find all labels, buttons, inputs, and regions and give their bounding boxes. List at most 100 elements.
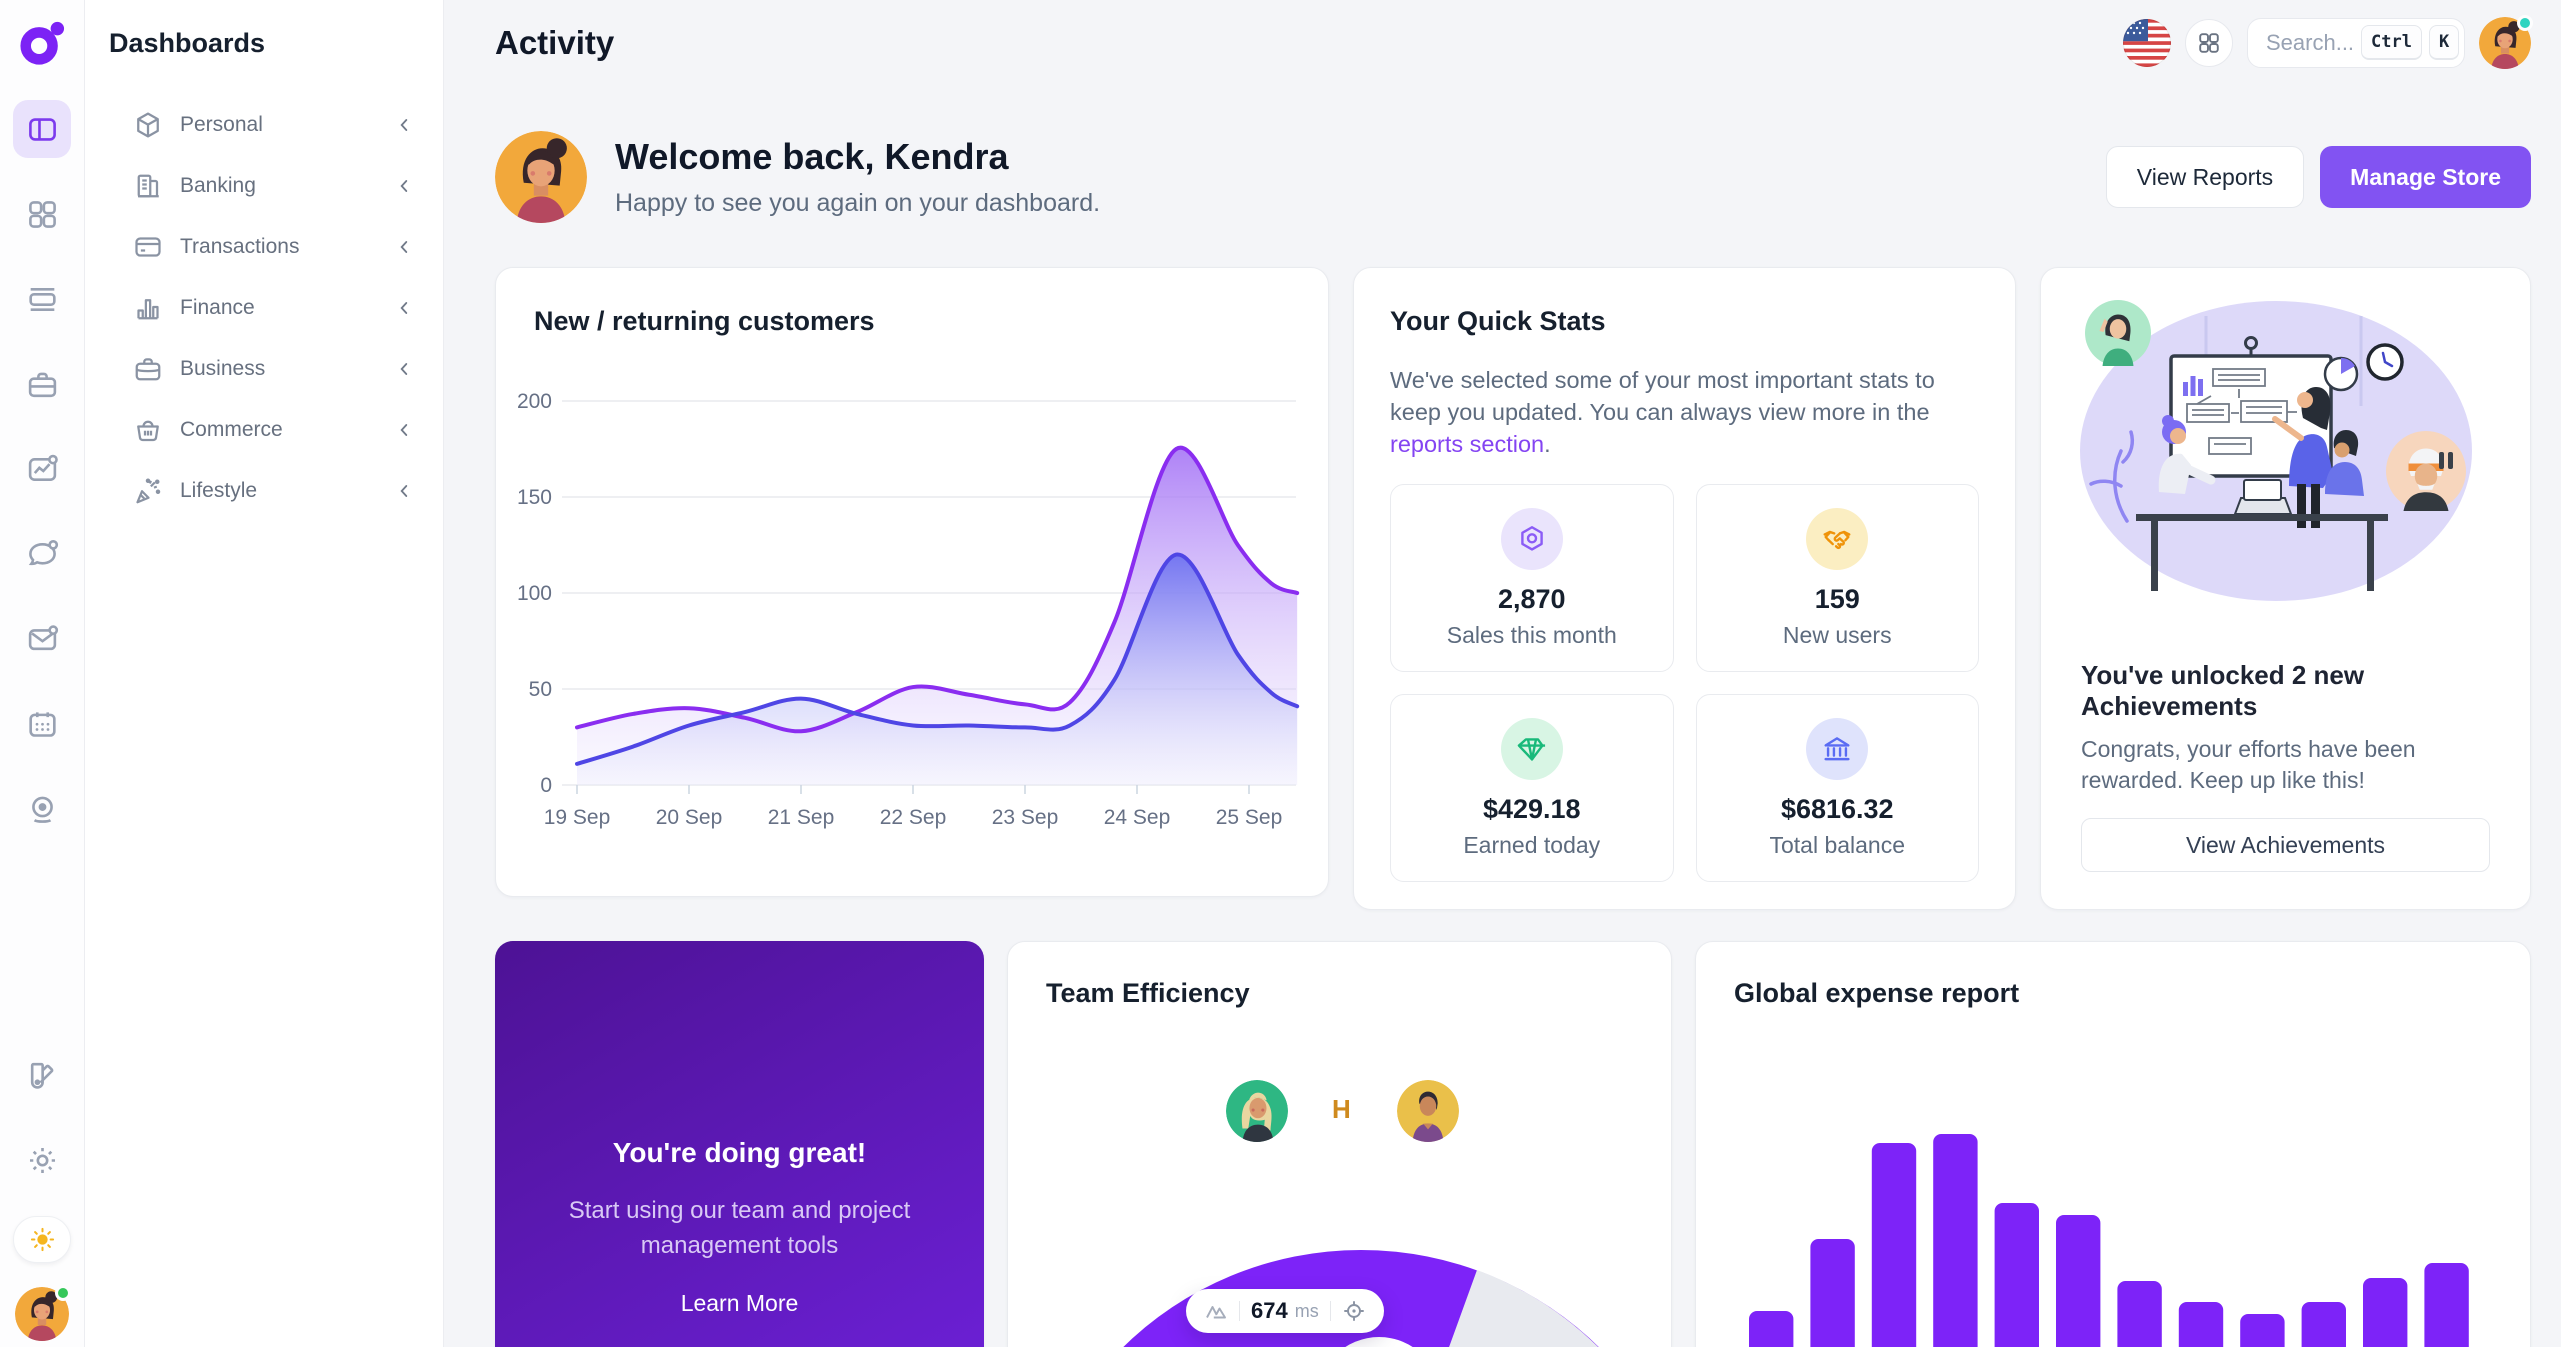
search-placeholder: Search... — [2266, 29, 2355, 55]
stat-icon-wrap — [1806, 717, 1869, 780]
customers-chart-card: New / returning customers 0 50 100 150 200 19… — [495, 267, 1329, 897]
gauge-inner-hole — [1345, 1337, 1413, 1347]
svg-text:21 Sep: 21 Sep — [768, 806, 835, 829]
sidebar-item-label: Finance — [180, 295, 255, 319]
cards-row-1: New / returning customers 0 50 100 150 200 19… — [495, 267, 2531, 910]
stat-value: 159 — [1814, 583, 1860, 614]
description-period: . — [1544, 431, 1551, 457]
quick-stats-card: Your Quick Stats We've selected some of … — [1353, 267, 2016, 910]
search-input[interactable]: Search... Ctrl K — [2247, 17, 2465, 68]
sidebar-item-transactions[interactable]: Transactions — [109, 216, 443, 277]
kbd-ctrl: Ctrl — [2361, 25, 2422, 60]
promo-card: You're doing great! Start using our team… — [495, 941, 984, 1347]
sidebar-title: Dashboards — [109, 28, 266, 58]
rail-theme-toggle[interactable] — [13, 1216, 71, 1263]
stat-label: Sales this month — [1446, 621, 1617, 648]
sidebar-item-finance[interactable]: Finance — [109, 277, 443, 338]
sidebar-item-banking[interactable]: Banking — [109, 155, 443, 216]
rail-calendar-button[interactable] — [13, 695, 71, 753]
svg-text:19 Sep: 19 Sep — [544, 806, 611, 829]
rail-dashboard-button[interactable] — [13, 100, 71, 158]
team-efficiency-title: Team Efficiency — [1046, 978, 1250, 1008]
svg-text:22 Sep: 22 Sep — [880, 806, 947, 829]
sidebar-item-label: Commerce — [180, 417, 283, 441]
chevron-left-icon — [400, 118, 408, 131]
view-achievements-button[interactable]: View Achievements — [2081, 818, 2490, 872]
promo-title: You're doing great! — [612, 1137, 867, 1168]
achievements-body: Congrats, your efforts have been rewarde… — [2081, 736, 2416, 793]
box-icon — [137, 112, 159, 137]
online-status-dot — [55, 1285, 71, 1301]
chevron-left-icon — [400, 240, 408, 253]
stat-icon-wrap — [1500, 717, 1563, 780]
svg-text:150: 150 — [517, 486, 552, 509]
rail-analytics-button[interactable] — [13, 440, 71, 498]
chevron-left-icon — [400, 179, 408, 192]
team-members: H — [1008, 1080, 1672, 1144]
rail-apps-button[interactable] — [13, 185, 71, 243]
team-avatar-blonde[interactable] — [1226, 1080, 1288, 1142]
team-avatar-man[interactable] — [1397, 1080, 1459, 1142]
reports-section-link[interactable]: reports section — [1390, 431, 1545, 457]
learn-more-link[interactable]: Learn More — [680, 1290, 799, 1316]
stat-icon-wrap — [1806, 507, 1869, 570]
confetti-icon — [136, 478, 161, 503]
mountain-icon — [1206, 1306, 1226, 1319]
view-reports-button[interactable]: View Reports — [2105, 146, 2305, 208]
sidebar-item-lifestyle[interactable]: Lifestyle — [109, 460, 443, 521]
cards-row-2: You're doing great! Start using our team… — [495, 941, 2531, 1347]
rail-profile-avatar[interactable] — [15, 1285, 71, 1341]
sidebar-item-business[interactable]: Business — [109, 338, 443, 399]
rail-chat-button[interactable] — [13, 525, 71, 583]
promo-body: Start using our team and project managem… — [568, 1197, 911, 1259]
stat-value: 2,870 — [1497, 583, 1566, 614]
rail-theme-palette-button[interactable] — [13, 1046, 71, 1104]
rail-work-button[interactable] — [13, 355, 71, 413]
sidebar-item-personal[interactable]: Personal — [109, 94, 443, 155]
page-title: Activity — [495, 23, 615, 61]
manage-store-button[interactable]: Manage Store — [2320, 146, 2531, 208]
sidebar: Dashboards Personal Banking Transactions — [85, 0, 444, 1347]
apps-launcher-button[interactable] — [2185, 18, 2233, 67]
building-icon — [137, 174, 159, 197]
credit-card-icon — [135, 236, 161, 257]
svg-text:24 Sep: 24 Sep — [1104, 806, 1171, 829]
rail-webcam-button[interactable] — [13, 780, 71, 838]
chat-bubble-icon — [28, 539, 58, 565]
gauge-empty-slice — [1449, 1270, 1598, 1347]
svg-text:20 Sep: 20 Sep — [656, 806, 723, 829]
bank-icon — [1824, 736, 1850, 760]
main-content: Activity — [444, 0, 2561, 1347]
latency-unit: ms — [1294, 1300, 1319, 1321]
apps-grid-icon — [2199, 32, 2219, 53]
achievements-title: You've unlocked 2 new Achievements — [2081, 660, 2365, 721]
stat-tile-sales: 2,870 Sales this month — [1390, 484, 1674, 672]
topbar-profile-avatar[interactable] — [2479, 14, 2533, 69]
welcome-banner: Welcome back, Kendra Happy to see you ag… — [495, 131, 2531, 223]
rail-settings-button[interactable] — [13, 1131, 71, 1189]
rail-mail-button[interactable] — [13, 610, 71, 668]
stat-tile-new-users: 159 New users — [1695, 484, 1979, 672]
svg-text:200: 200 — [517, 390, 552, 413]
target-icon[interactable] — [1342, 1299, 1366, 1323]
team-efficiency-card: Team Efficiency H 674 ms — [1007, 941, 1672, 1347]
team-member-initial: H — [1332, 1094, 1351, 1124]
bar-chart-icon — [137, 298, 159, 319]
brand-logo-icon[interactable] — [19, 20, 65, 66]
customers-area-chart: 0 50 100 150 200 19 Sep 20 Sep 21 Sep 22 Sep 23 S… — [517, 390, 1300, 829]
global-expense-card: Global expense report — [1695, 941, 2531, 1347]
gem-icon — [1517, 737, 1545, 761]
chart-photo-icon — [28, 454, 58, 481]
sidebar-item-commerce[interactable]: Commerce — [109, 399, 443, 460]
chevron-left-icon — [400, 301, 408, 314]
briefcase-icon — [28, 372, 56, 397]
latency-badge: 674 ms — [1186, 1289, 1384, 1333]
rail-panels-button[interactable] — [13, 270, 71, 328]
stat-label: Earned today — [1463, 831, 1601, 858]
language-flag-button[interactable] — [2123, 18, 2171, 67]
kbd-k: K — [2429, 25, 2460, 60]
svg-text:100: 100 — [517, 582, 552, 605]
basket-icon — [137, 420, 159, 441]
customers-chart-title: New / returning customers — [534, 306, 875, 336]
chevron-left-icon — [400, 362, 408, 375]
